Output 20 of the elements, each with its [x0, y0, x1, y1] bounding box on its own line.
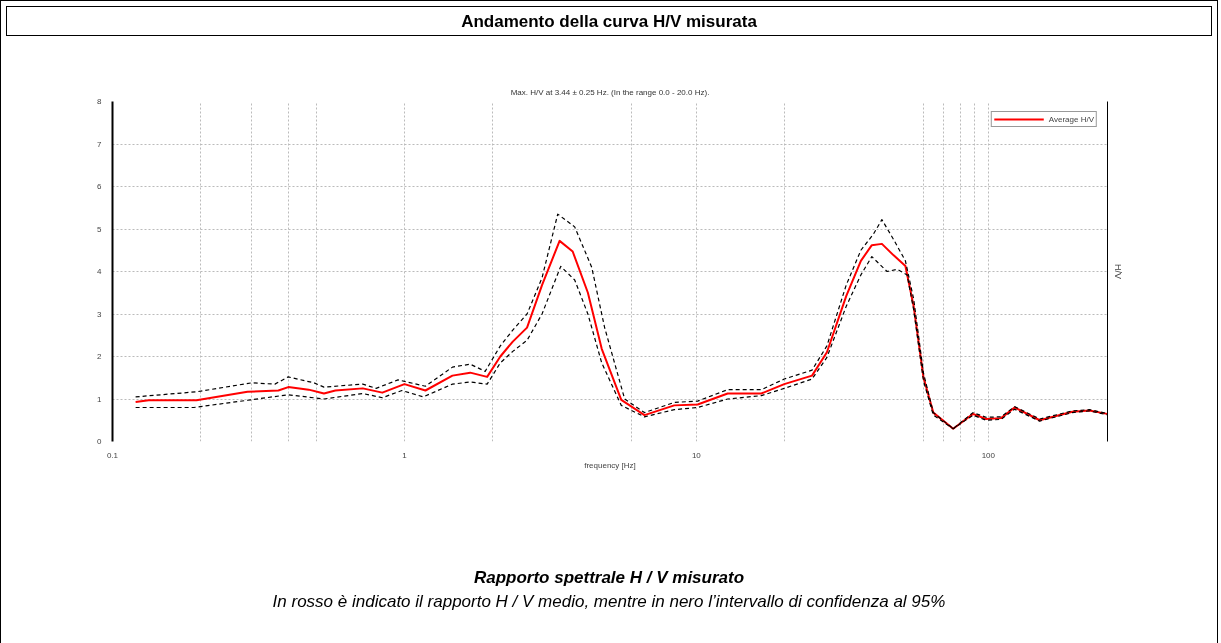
y-tick-label: 3: [97, 309, 103, 319]
x-tick-label: 0.1: [106, 450, 119, 460]
y-tick-label: 6: [97, 182, 103, 191]
chart-subtitle: Max. H/V at 3.44 ± 0.25 Hz. (In the range 0.0 - 20.0 Hz).: [510, 87, 710, 97]
x-axis-title: frequency [Hz]: [584, 460, 636, 470]
y-tick-label: 4: [97, 267, 103, 276]
x-tick-label: 1: [402, 450, 408, 460]
x-tick-label: 10: [691, 450, 702, 460]
y-tick-label: 7: [97, 139, 103, 149]
y-axis-title: H/V: [1112, 264, 1123, 280]
x-tick-label: 100: [981, 450, 996, 460]
chart-title: Andamento della curva H/V misurata: [461, 11, 757, 33]
text: Average H/V: [1048, 114, 1094, 124]
y-tick-label: 8: [97, 97, 103, 106]
y-tick-label: 0: [97, 437, 103, 446]
text: In rosso è indicato il rapporto H / V medio, mentre in nero l’intervallo di confidenza al 95%: [272, 592, 946, 612]
text: Rapporto spettrale H / V misurato: [473, 568, 745, 587]
y-tick-label: 2: [97, 352, 103, 361]
y-tick-label: 5: [97, 224, 103, 234]
y-tick-label: 1: [97, 394, 103, 404]
